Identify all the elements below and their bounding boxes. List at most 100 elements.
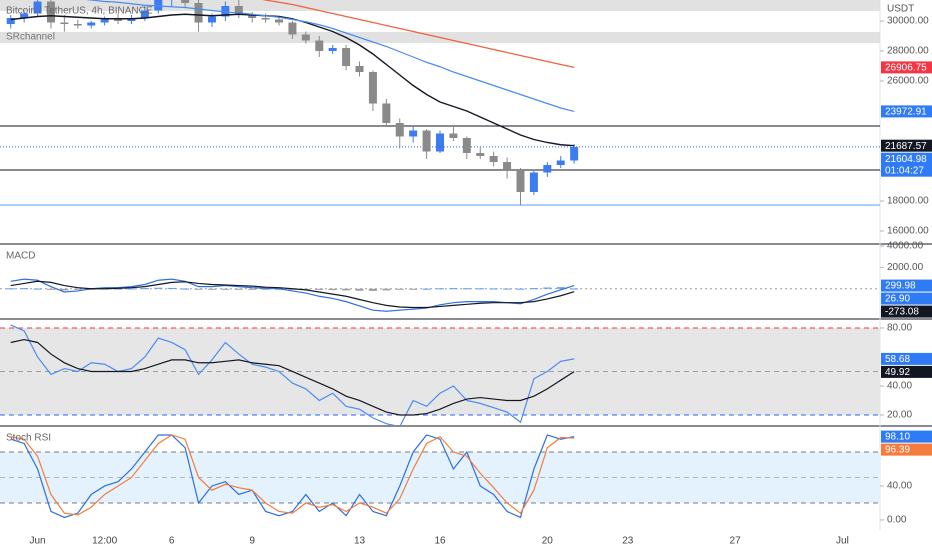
- histogram-bar: [154, 287, 163, 289]
- candle-body: [100, 19, 109, 23]
- y-unit: USDT: [887, 4, 914, 15]
- candle-body: [328, 48, 337, 51]
- pane: [0, 0, 880, 206]
- candle-body: [556, 160, 565, 165]
- x-tick-label: 23: [622, 536, 634, 547]
- y-tick-label: 40.00: [887, 381, 912, 392]
- candle-body: [529, 172, 538, 192]
- candle-body: [221, 6, 230, 17]
- price-label-text: 299.98: [885, 281, 916, 292]
- x-tick-label: 9: [249, 536, 255, 547]
- y-tick-label: 20.00: [887, 410, 912, 421]
- indicator-line: [10, 278, 575, 312]
- x-tick-label: 13: [354, 536, 366, 547]
- pane-title: MACD: [6, 251, 35, 262]
- histogram-bar: [436, 288, 444, 290]
- candle-body: [543, 165, 552, 173]
- x-tick-label: 20: [542, 536, 554, 547]
- histogram-bar: [46, 288, 55, 290]
- histogram-bar: [422, 288, 431, 290]
- indicator-line: [10, 434, 575, 516]
- histogram-bar: [234, 288, 243, 290]
- price-label: [881, 430, 932, 443]
- y-tick-label: 18000.00: [887, 196, 929, 207]
- histogram-bar: [194, 288, 203, 290]
- histogram-bar: [127, 288, 136, 290]
- price-label: [881, 352, 932, 365]
- candle-body: [422, 130, 431, 152]
- pane-title: Bitcoin / TetherUS, 4h, BINANCE: [6, 6, 153, 17]
- histogram-bar: [368, 288, 377, 291]
- histogram-bar: [6, 288, 15, 290]
- candle-body: [20, 13, 29, 18]
- candle-body: [87, 22, 96, 26]
- candle-body: [248, 15, 257, 18]
- candle-body: [261, 18, 270, 20]
- histogram-bar: [73, 288, 82, 290]
- histogram-bar: [409, 288, 418, 290]
- candle-body: [6, 18, 15, 24]
- price-label: [881, 139, 932, 152]
- histogram-bar: [140, 288, 149, 290]
- histogram-bar: [328, 288, 337, 291]
- candle-body: [275, 19, 284, 23]
- histogram-bar: [395, 288, 404, 290]
- y-tick-label: 26000.00: [887, 76, 929, 87]
- histogram-bar: [516, 288, 525, 290]
- histogram-bar: [114, 288, 123, 290]
- candle-body: [449, 133, 458, 138]
- price-label: [881, 292, 932, 305]
- y-tick-label: 28000.00: [887, 46, 929, 57]
- price-label-text: 21687.57: [885, 141, 927, 152]
- histogram-bar: [503, 288, 512, 290]
- indicator-line: [10, 434, 575, 519]
- histogram-bar: [207, 288, 216, 290]
- candle-body: [395, 123, 404, 137]
- histogram-bar: [167, 287, 176, 289]
- histogram-bar: [355, 288, 364, 291]
- candle-body: [409, 130, 418, 137]
- y-tick-label: 4000.00: [887, 241, 924, 252]
- candle-body: [382, 103, 391, 123]
- histogram-bar: [20, 288, 29, 290]
- x-tick-label: Jul: [836, 536, 849, 547]
- histogram-bar: [462, 288, 471, 290]
- indicator-line: [261, 0, 575, 68]
- candle-body: [181, 0, 190, 3]
- price-label-text: 21604.98: [885, 154, 927, 165]
- price-label: [881, 105, 932, 118]
- y-tick-label: 30000.00: [887, 16, 929, 27]
- candle-body: [570, 147, 579, 161]
- indicator-line: [10, 324, 575, 425]
- y-tick-label: 2000.00: [887, 262, 924, 273]
- pane: [0, 434, 880, 519]
- histogram-bar: [529, 288, 538, 290]
- histogram-bar: [315, 288, 324, 290]
- histogram-bar: [556, 287, 565, 289]
- candle-body: [315, 40, 324, 51]
- x-tick-label: Jun: [29, 536, 45, 547]
- countdown-text: 01:04:27: [885, 165, 924, 176]
- price-label-text: 26.90: [885, 294, 910, 305]
- indicator-line: [10, 338, 575, 416]
- histogram-bar: [543, 287, 552, 289]
- price-label-text: 23972.91: [885, 107, 927, 118]
- pane: [0, 324, 880, 425]
- candle-body: [234, 6, 243, 15]
- price-label: [881, 61, 932, 74]
- price-label-text: 96.39: [885, 445, 910, 456]
- histogram-bar: [181, 288, 190, 290]
- candle-body: [46, 1, 55, 23]
- candle-body: [33, 1, 42, 14]
- candle-body: [301, 34, 310, 41]
- pane-title: Stoch RSI: [6, 433, 51, 444]
- candle-body: [127, 18, 136, 21]
- histogram-bar: [221, 288, 230, 290]
- candle-body: [516, 171, 525, 192]
- price-label: [881, 305, 932, 318]
- price-label-text: 49.92: [885, 367, 910, 378]
- candle-body: [73, 24, 82, 26]
- indicator-line: [10, 280, 575, 309]
- histogram-bar: [449, 288, 458, 290]
- histogram-bar: [248, 288, 257, 290]
